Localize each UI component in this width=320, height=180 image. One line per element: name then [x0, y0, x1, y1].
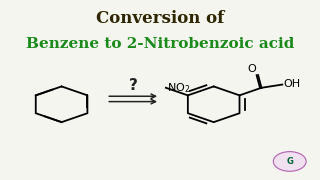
Text: ?: ?: [129, 78, 138, 93]
Text: OH: OH: [284, 79, 300, 89]
Circle shape: [273, 152, 306, 171]
Text: Conversion of: Conversion of: [96, 10, 224, 27]
Text: G: G: [286, 157, 293, 166]
Text: O: O: [248, 64, 257, 74]
Text: NO$_2$: NO$_2$: [167, 81, 191, 95]
Text: Benzene to 2-Nitrobenzoic acid: Benzene to 2-Nitrobenzoic acid: [26, 37, 294, 51]
